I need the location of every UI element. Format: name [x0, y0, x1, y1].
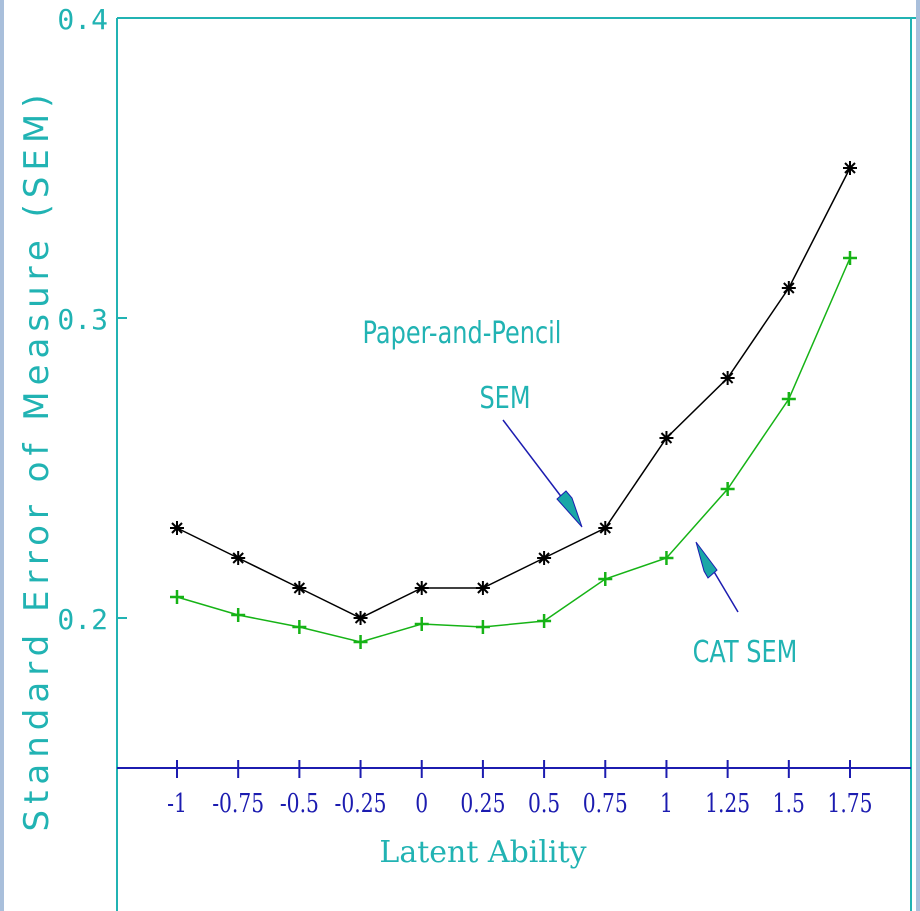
- x-tick-label: 0: [415, 789, 428, 819]
- plus-marker: [170, 590, 184, 604]
- plus-marker: [414, 617, 429, 631]
- annotation-paper-pencil-line1: Paper-and-Pencil: [363, 316, 562, 350]
- plus-marker: [781, 392, 796, 406]
- plus-marker: [475, 620, 490, 634]
- arrow-line-paper-pencil: [502, 419, 567, 504]
- x-tick-label: 0.25: [460, 789, 505, 819]
- data-series: [170, 161, 857, 649]
- x-tick-label: 1.5: [773, 789, 805, 819]
- plus-marker: [231, 608, 246, 622]
- series-line: [176, 257, 851, 643]
- x-tick-label: -1: [167, 789, 187, 819]
- x-tick-label: 1: [660, 789, 673, 819]
- y-axis-label: Standard Error of Measure (SEM): [17, 89, 57, 832]
- series-line: [176, 167, 851, 619]
- annotations: Paper-and-Pencil SEM CAT SEM: [363, 316, 798, 669]
- asterisk-marker: [781, 281, 796, 295]
- series-paper-and-pencil: [170, 161, 857, 625]
- x-tick-label: 1.25: [705, 789, 750, 819]
- x-tick-label: 0.75: [583, 789, 628, 819]
- series-cat: [170, 251, 857, 649]
- asterisk-marker: [720, 371, 735, 385]
- asterisk-marker: [414, 581, 429, 595]
- plus-marker: [537, 614, 552, 628]
- asterisk-marker: [292, 581, 307, 595]
- y-tick-label: 0.4: [57, 3, 108, 36]
- asterisk-marker: [475, 581, 490, 595]
- asterisk-marker: [231, 551, 246, 565]
- x-tick-label: -0.5: [280, 789, 319, 819]
- asterisk-marker: [843, 161, 857, 175]
- plus-marker: [598, 572, 613, 586]
- plus-marker: [353, 635, 368, 649]
- arrow-head-paper-pencil: [556, 490, 583, 528]
- annotation-cat: CAT SEM: [693, 635, 798, 669]
- asterisk-marker: [598, 521, 613, 535]
- x-axis: -1 -0.75 -0.5 -0.25 0 0.25 0.5 0.75 1 1.25 1.5 1.75: [117, 760, 911, 819]
- plot-area: [4, 0, 916, 911]
- arrow-head-cat: [695, 541, 718, 579]
- plus-marker: [659, 551, 674, 565]
- y-axis-ticks: 0.2 0.3 0.4: [57, 3, 127, 636]
- plus-marker: [720, 482, 735, 496]
- arrow-line-cat: [709, 564, 739, 613]
- x-tick-label: 0.5: [528, 789, 560, 819]
- x-axis-label: Latent Ability: [379, 835, 586, 870]
- annotation-paper-pencil-line2: SEM: [479, 381, 530, 415]
- y-tick-label: 0.3: [57, 303, 108, 336]
- x-tick-label: 1.75: [827, 789, 872, 819]
- y-tick-label: 0.2: [57, 603, 108, 636]
- plus-marker: [292, 620, 307, 634]
- asterisk-marker: [353, 611, 368, 625]
- asterisk-marker: [537, 551, 552, 565]
- asterisk-marker: [659, 431, 674, 445]
- x-tick-label: -0.75: [212, 789, 264, 819]
- x-tick-label: -0.25: [335, 789, 387, 819]
- asterisk-marker: [170, 521, 184, 535]
- plus-marker: [843, 251, 857, 265]
